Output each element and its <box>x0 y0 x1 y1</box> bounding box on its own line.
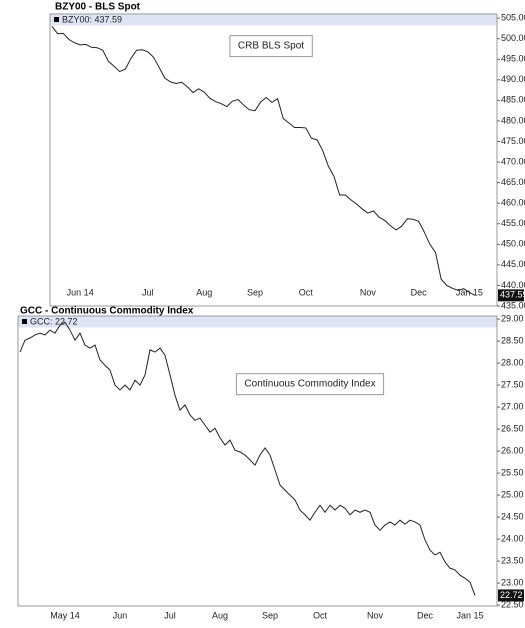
series-line <box>19 321 476 596</box>
x-tick-label: Jul <box>142 287 154 297</box>
y-tick-label: 23.50 <box>501 555 524 565</box>
chart-title: GCC - Continuous Commodity Index <box>20 306 194 317</box>
x-tick-label: Sep <box>262 610 278 620</box>
y-tick-label: 28.00 <box>501 357 524 367</box>
x-tick-label: Aug <box>212 610 228 620</box>
x-tick-label: Oct <box>313 610 328 620</box>
x-tick-label: Aug <box>196 287 212 297</box>
x-tick-label: Jun <box>113 610 128 620</box>
y-tick-label: 450.00 <box>501 239 525 249</box>
y-tick-label: 485.00 <box>501 95 525 105</box>
annotation-box <box>235 373 385 396</box>
plot-frame <box>49 13 498 307</box>
chart-title: BZY00 - BLS Spot <box>55 2 141 13</box>
legend-band <box>50 14 497 26</box>
last-value-label: 437.59 <box>500 290 525 300</box>
x-tick-label: Jan 15 <box>456 610 483 620</box>
y-tick-label: 435.00 <box>501 300 525 310</box>
x-tick-label: Dec <box>411 287 428 297</box>
y-tick-label: 490.00 <box>501 74 525 84</box>
legend-label: GCC: 22.72 <box>30 316 78 326</box>
x-tick-label: Oct <box>299 287 314 297</box>
x-tick-label: Jun 14 <box>67 287 94 297</box>
y-tick-label: 505.00 <box>501 12 525 22</box>
y-tick-label: 500.00 <box>501 33 525 43</box>
y-tick-label: 28.50 <box>501 335 524 345</box>
y-tick-label: 22.50 <box>501 599 524 609</box>
legend-label: BZY00: 437.59 <box>62 14 122 24</box>
annotation: CRB BLS Spot <box>238 41 304 52</box>
y-tick-label: 465.00 <box>501 177 525 187</box>
y-tick-label: 495.00 <box>501 54 525 64</box>
last-value-box <box>498 289 524 302</box>
x-tick-label: Nov <box>360 287 377 297</box>
y-tick-label: 455.00 <box>501 218 525 228</box>
y-tick-label: 26.50 <box>501 423 524 433</box>
x-tick-label: Sep <box>247 287 263 297</box>
series-line <box>51 26 476 296</box>
y-tick-label: 24.00 <box>501 533 524 543</box>
x-tick-label: Dec <box>417 610 434 620</box>
y-tick-label: 27.00 <box>501 401 524 411</box>
y-tick-label: 23.00 <box>501 577 524 587</box>
y-tick-label: 24.50 <box>501 511 524 521</box>
y-tick-label: 27.50 <box>501 379 524 389</box>
y-tick-label: 29.00 <box>501 313 524 323</box>
x-tick-label: Jul <box>164 610 176 620</box>
legend-band <box>18 316 497 328</box>
y-tick-label: 25.50 <box>501 467 524 477</box>
y-tick-label: 470.00 <box>501 156 525 166</box>
annotation-box <box>229 35 313 58</box>
annotation: Continuous Commodity Index <box>244 379 375 390</box>
legend-swatch <box>22 319 27 324</box>
legend-swatch <box>54 17 59 22</box>
last-value-box <box>498 589 524 602</box>
y-tick-label: 475.00 <box>501 136 525 146</box>
y-tick-label: 445.00 <box>501 259 525 269</box>
x-tick-label: Nov <box>367 610 384 620</box>
x-tick-label: May 14 <box>50 610 80 620</box>
last-value-label: 22.72 <box>500 590 523 600</box>
y-tick-label: 480.00 <box>501 115 525 125</box>
y-tick-label: 440.00 <box>501 280 525 290</box>
y-tick-label: 460.00 <box>501 198 525 208</box>
y-tick-label: 26.00 <box>501 445 524 455</box>
y-tick-label: 25.00 <box>501 489 524 499</box>
